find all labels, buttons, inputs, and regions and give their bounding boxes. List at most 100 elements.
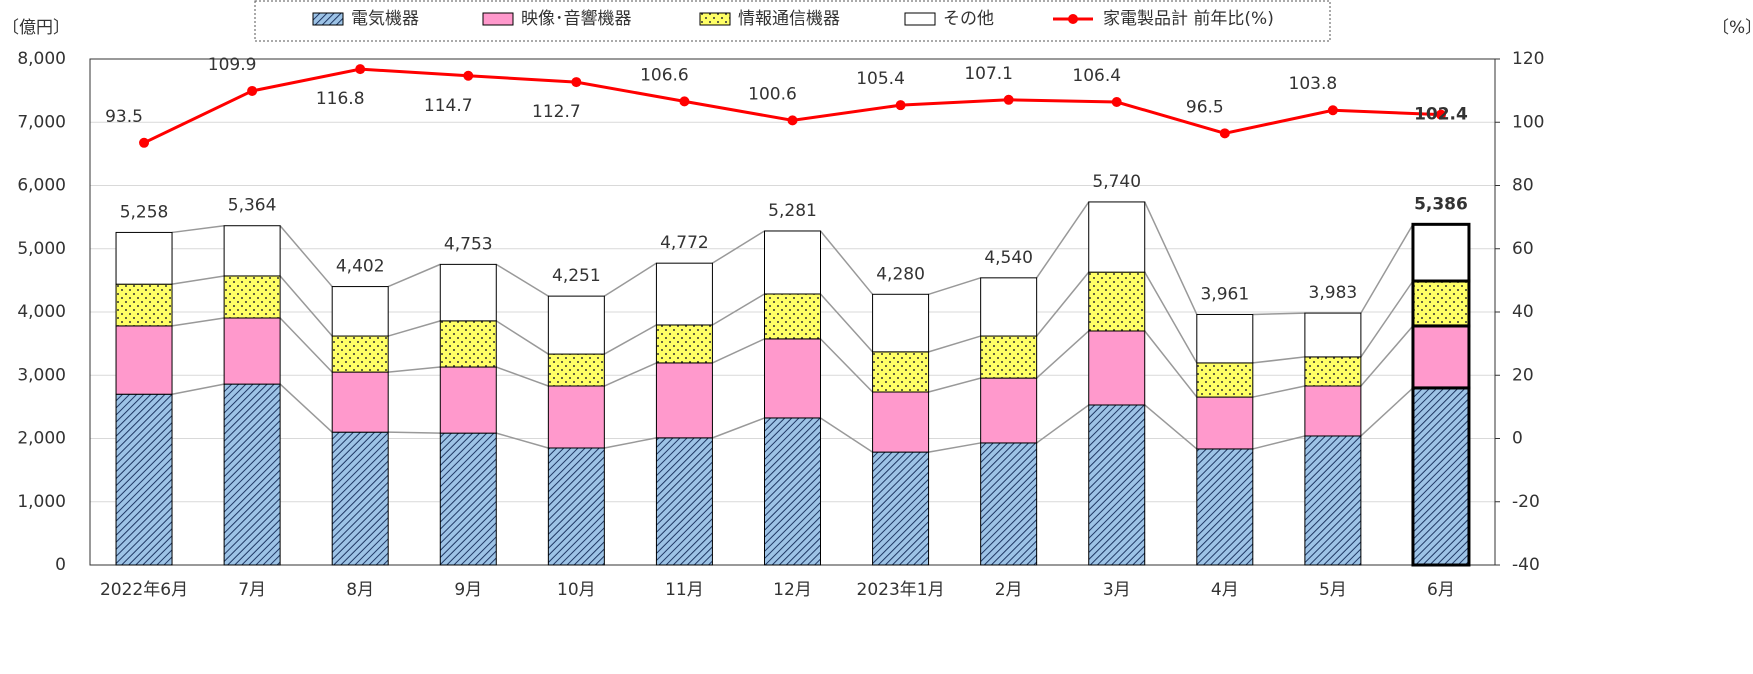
y2-tick-label: 40 bbox=[1512, 302, 1534, 322]
total-label: 4,753 bbox=[444, 234, 493, 254]
x-tick-label: 5月 bbox=[1319, 580, 1347, 600]
bar-segment bbox=[331, 286, 389, 337]
y2-tick-label: -20 bbox=[1512, 492, 1540, 512]
legend-label: 電気機器 bbox=[351, 9, 419, 29]
line-label: 109.9 bbox=[208, 55, 257, 75]
connector bbox=[1144, 330, 1198, 398]
bar-segment bbox=[1088, 201, 1146, 273]
bar-segment bbox=[655, 324, 713, 364]
connector bbox=[712, 293, 765, 326]
legend-box bbox=[254, 0, 1331, 42]
bar-segment bbox=[1088, 404, 1146, 566]
bar-segment bbox=[872, 351, 930, 393]
connector bbox=[1360, 325, 1414, 387]
bar-segment bbox=[547, 385, 605, 449]
bar-segment bbox=[115, 283, 173, 327]
line-label: 106.4 bbox=[1072, 66, 1121, 86]
connector bbox=[1036, 330, 1090, 379]
connector bbox=[388, 431, 441, 434]
connector bbox=[820, 417, 873, 453]
line-label: 107.1 bbox=[964, 64, 1013, 84]
bar-segment bbox=[1304, 385, 1362, 437]
y-unit: 〔億円〕 bbox=[2, 18, 70, 38]
connector bbox=[495, 263, 549, 297]
line-label: 100.6 bbox=[748, 84, 797, 104]
connector bbox=[1144, 201, 1198, 315]
connector bbox=[928, 442, 981, 453]
connector bbox=[712, 417, 765, 439]
bar-segment bbox=[439, 366, 497, 434]
connector bbox=[496, 366, 549, 387]
connector bbox=[1360, 280, 1414, 358]
x-tick-label: 7月 bbox=[238, 580, 266, 600]
y2-tick-label: 100 bbox=[1512, 112, 1544, 132]
x-tick-label: 11月 bbox=[665, 580, 704, 600]
connector bbox=[928, 377, 981, 393]
connector bbox=[279, 275, 333, 337]
x-tick-label: 4月 bbox=[1211, 580, 1239, 600]
connector bbox=[1036, 271, 1090, 337]
bar-segment bbox=[764, 417, 821, 566]
y-tick-label: 5,000 bbox=[17, 239, 66, 259]
bar-segment bbox=[764, 230, 821, 295]
connector bbox=[1360, 387, 1414, 437]
bar-segment bbox=[1411, 386, 1471, 567]
bar-segment bbox=[223, 275, 281, 319]
bar-segment bbox=[331, 431, 389, 566]
connector bbox=[1252, 435, 1306, 450]
line-marker bbox=[1111, 97, 1122, 108]
bar-segment bbox=[655, 362, 713, 439]
bar-segment bbox=[331, 335, 389, 373]
line-label: 114.7 bbox=[424, 96, 473, 116]
connector bbox=[712, 230, 765, 264]
x-tick-label: 3月 bbox=[1103, 580, 1131, 600]
bar-segment bbox=[980, 377, 1038, 444]
legend-swatch bbox=[904, 12, 936, 26]
connector bbox=[171, 317, 225, 327]
bar-segment bbox=[439, 320, 497, 368]
line-marker bbox=[787, 115, 798, 126]
y2-tick-label: 20 bbox=[1512, 365, 1534, 385]
connector bbox=[171, 224, 225, 234]
bar-segment bbox=[872, 391, 930, 453]
connector bbox=[388, 366, 441, 373]
legend-marker bbox=[1068, 14, 1078, 24]
connector bbox=[496, 432, 549, 449]
bar-segment bbox=[1304, 435, 1362, 566]
bar-segment bbox=[1411, 222, 1471, 283]
total-label: 5,281 bbox=[768, 201, 817, 221]
bar-segment bbox=[980, 335, 1038, 379]
bar-segment bbox=[331, 371, 389, 433]
bar-segment bbox=[439, 432, 497, 566]
bar-segment bbox=[1196, 362, 1254, 398]
total-label: 3,983 bbox=[1309, 283, 1358, 303]
bar-segment bbox=[980, 442, 1038, 566]
line-label: 103.8 bbox=[1289, 74, 1338, 94]
x-tick-label: 2023年1月 bbox=[857, 580, 945, 600]
legend-label: その他 bbox=[943, 9, 994, 29]
y2-tick-label: 60 bbox=[1512, 239, 1534, 259]
connector bbox=[495, 320, 549, 355]
bar-segment bbox=[547, 353, 605, 387]
connector bbox=[604, 437, 657, 449]
y-tick-label: 4,000 bbox=[17, 302, 66, 322]
bar-segment bbox=[223, 225, 281, 277]
y-tick-label: 8,000 bbox=[17, 49, 66, 69]
line-marker bbox=[571, 77, 582, 88]
bar-segment bbox=[980, 277, 1038, 337]
line-marker bbox=[1003, 94, 1014, 105]
bar-segment bbox=[1088, 330, 1146, 406]
connector bbox=[928, 277, 981, 296]
y2-tick-label: 120 bbox=[1512, 49, 1544, 69]
bar-segment bbox=[547, 447, 605, 566]
y2-tick-label: -40 bbox=[1512, 555, 1540, 575]
y2-unit: 〔%〕 bbox=[1712, 18, 1753, 38]
bar-segment bbox=[764, 293, 821, 340]
total-label: 5,740 bbox=[1092, 172, 1141, 192]
connector bbox=[604, 362, 657, 387]
line-marker bbox=[1435, 109, 1446, 120]
bar-segment bbox=[764, 338, 821, 419]
total-label: 5,364 bbox=[228, 196, 277, 216]
y-tick-label: 6,000 bbox=[17, 176, 66, 196]
x-tick-label: 8月 bbox=[346, 580, 374, 600]
